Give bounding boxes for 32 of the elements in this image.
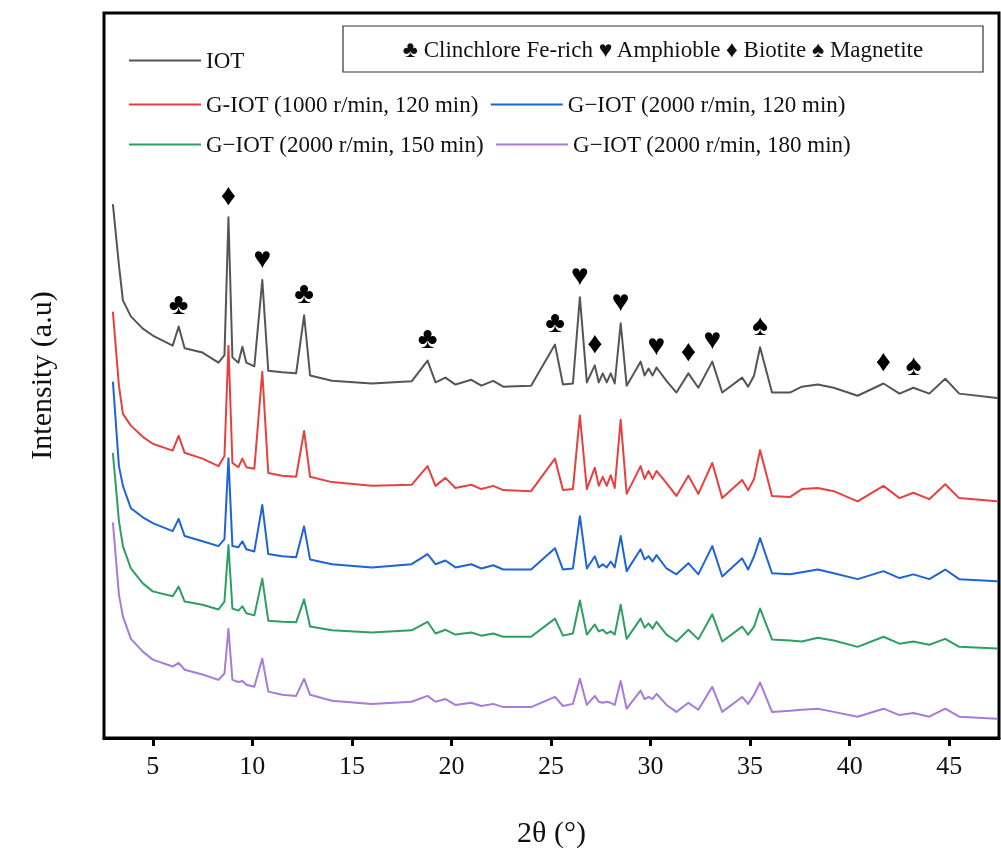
annotation: ♣ [417,321,438,355]
annotation: ♦ [587,325,603,359]
annotation: ♣ [168,286,189,320]
annotation: ♥ [570,257,589,291]
annotation: ♥ [611,283,630,317]
annotation: ♦ [220,177,237,211]
annotation: ♣ [294,275,314,309]
annotation: ♣ [545,305,565,339]
legend-label: G−IOT (2000 r/min, 150 min) [206,132,484,157]
x-tick-label: 20 [438,750,465,780]
legend-label: G−IOT (2000 r/min, 120 min) [567,92,846,117]
annotation: ♦ [875,344,892,377]
annotation: ♠ [752,307,769,341]
y-axis-title: Intensity (a.u) [23,291,58,460]
x-tick-label: 35 [737,750,764,780]
x-tick-label: 45 [936,750,963,780]
annotation: ♥ [647,328,666,361]
x-tick-label: 30 [637,750,664,780]
legend-label: G−IOT (2000 r/min, 180 min) [573,132,851,157]
x-tick-label: 5 [146,750,160,780]
x-tick-label: 25 [538,750,564,780]
annotation: ♦ [680,333,697,367]
annotation: ♥ [253,240,272,274]
annotation: ♠ [905,348,922,382]
x-axis-title: 2θ (°) [517,814,586,849]
text: ♣ Clinchlore Fe-rich ♥ Amphioble ♦ Biotite ♠ Magnetite [402,36,924,62]
x-tick-label: 10 [239,750,266,780]
x-tick-label: 15 [338,750,365,780]
legend-label: G-IOT (1000 r/min, 120 min) [206,92,479,117]
x-tick-label: 40 [836,750,863,780]
legend-label: IOT [206,48,245,73]
annotation: ♥ [703,322,722,356]
